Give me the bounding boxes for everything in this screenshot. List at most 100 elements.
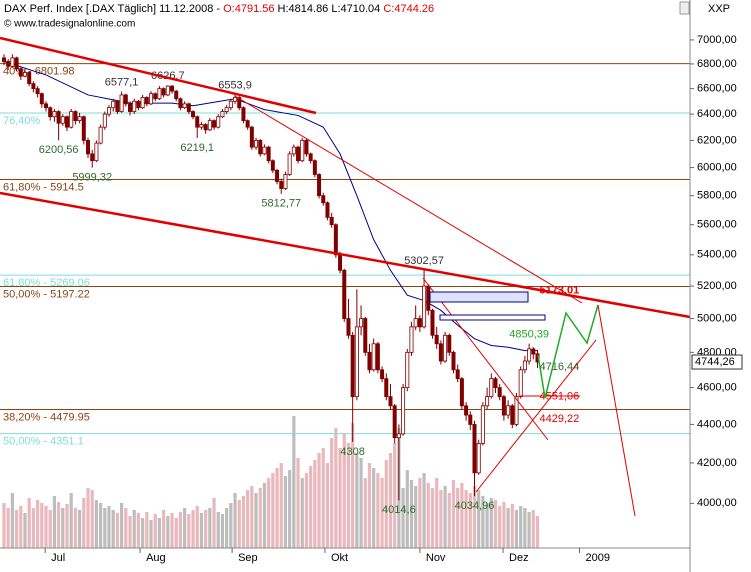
volume-bar xyxy=(351,423,355,548)
y-tick-label: 5200,00 xyxy=(697,280,737,292)
volume-bar xyxy=(330,438,334,548)
volume-bar xyxy=(292,416,296,548)
candle-body xyxy=(438,343,443,362)
volume-bar xyxy=(376,473,380,548)
level-label: 50,00% - 4351.1 xyxy=(3,436,84,448)
volume-bar xyxy=(363,478,367,548)
trend-line xyxy=(234,95,583,304)
candle-body xyxy=(455,369,460,380)
volume-bar xyxy=(149,520,153,548)
volume-bar xyxy=(300,478,304,548)
candle-body xyxy=(1,57,6,62)
volume-bar xyxy=(162,510,166,548)
volume-bar xyxy=(384,460,388,548)
header-open: O:4791.56 xyxy=(223,3,274,15)
scroll-button[interactable] xyxy=(679,1,690,15)
volume-bar xyxy=(464,490,468,548)
candle-body xyxy=(493,378,498,389)
volume-bar xyxy=(195,506,199,548)
corner-label: XXP xyxy=(708,3,730,15)
y-tick-label: 6000,00 xyxy=(697,161,737,173)
candle-body xyxy=(371,343,376,371)
volume-bar xyxy=(393,443,397,548)
candle-body xyxy=(308,153,313,162)
trend-line xyxy=(475,339,597,493)
volume-bar xyxy=(414,486,418,548)
x-tick-label: Jul xyxy=(51,552,65,564)
y-tick-label: 5800,00 xyxy=(697,190,737,202)
volume-bar xyxy=(90,490,94,548)
volume-bar xyxy=(241,496,246,548)
candle-body xyxy=(506,405,511,416)
candle-body xyxy=(224,107,229,112)
volume-bar xyxy=(23,513,27,548)
candle-body xyxy=(153,93,158,100)
candle-body xyxy=(65,116,70,128)
candle-body xyxy=(417,318,422,328)
volume-bar xyxy=(103,508,107,548)
volume-bar xyxy=(519,506,523,548)
volume-bar xyxy=(10,493,14,548)
candle-body xyxy=(165,85,170,96)
volume-bar xyxy=(153,514,157,548)
volume-bar xyxy=(157,518,162,548)
volume-bar xyxy=(388,453,393,548)
candle-body xyxy=(233,97,238,102)
candle-body xyxy=(149,93,154,105)
level-label: 50,00% - 5197.22 xyxy=(3,288,90,300)
volume-bar xyxy=(61,508,65,548)
point-label: 6200,56 xyxy=(39,144,79,156)
volume-bar xyxy=(78,510,82,548)
volume-bar xyxy=(523,508,527,548)
volume-bar xyxy=(409,480,414,548)
volume-bar xyxy=(178,512,183,548)
candle-body xyxy=(44,103,49,109)
volume-bar xyxy=(435,478,439,548)
candle-body xyxy=(434,334,439,345)
y-tick-label: 5400,00 xyxy=(697,249,737,261)
header-high-low: H:4814.86 L:4710.04 xyxy=(274,3,383,15)
candle-body xyxy=(262,146,267,155)
candle-body xyxy=(27,72,32,85)
trend-line xyxy=(0,36,317,115)
volume-bar xyxy=(258,488,262,548)
y-tick-label: 4200,00 xyxy=(697,457,737,469)
y-tick-label: 6200,00 xyxy=(697,134,737,146)
candle-body xyxy=(384,378,389,398)
candle-body xyxy=(254,140,259,148)
candle-body xyxy=(203,124,208,131)
candle-body xyxy=(178,98,183,109)
candle-body xyxy=(380,369,385,380)
candle-body xyxy=(338,254,343,271)
candle-body xyxy=(489,378,494,398)
zone-box xyxy=(439,314,546,321)
volume-bar xyxy=(237,500,241,548)
volume-bar xyxy=(208,508,212,548)
volume-bar xyxy=(52,496,57,548)
target-label: 4429,22 xyxy=(540,413,580,425)
candle-body xyxy=(359,318,364,328)
candle-body xyxy=(31,83,36,90)
volume-bar xyxy=(233,493,237,548)
candle-body xyxy=(132,100,137,112)
volume-bar xyxy=(498,506,502,548)
volume-bar xyxy=(426,483,430,548)
volume-bar xyxy=(468,493,472,548)
volume-bar xyxy=(443,486,447,548)
candle-body xyxy=(107,107,112,115)
candle-body xyxy=(342,269,347,319)
volume-bar xyxy=(216,512,220,548)
candle-body xyxy=(10,57,15,67)
volume-bar xyxy=(229,503,233,548)
candle-body xyxy=(115,100,120,112)
volume-bar xyxy=(44,506,48,548)
candle-body xyxy=(346,318,351,336)
volume-bar xyxy=(317,453,321,548)
candle-body xyxy=(325,202,330,218)
volume-bar xyxy=(283,476,288,548)
volume-bar xyxy=(296,458,300,548)
candle-body xyxy=(531,348,536,355)
candle-body xyxy=(304,140,309,155)
volume-bar xyxy=(73,508,78,548)
